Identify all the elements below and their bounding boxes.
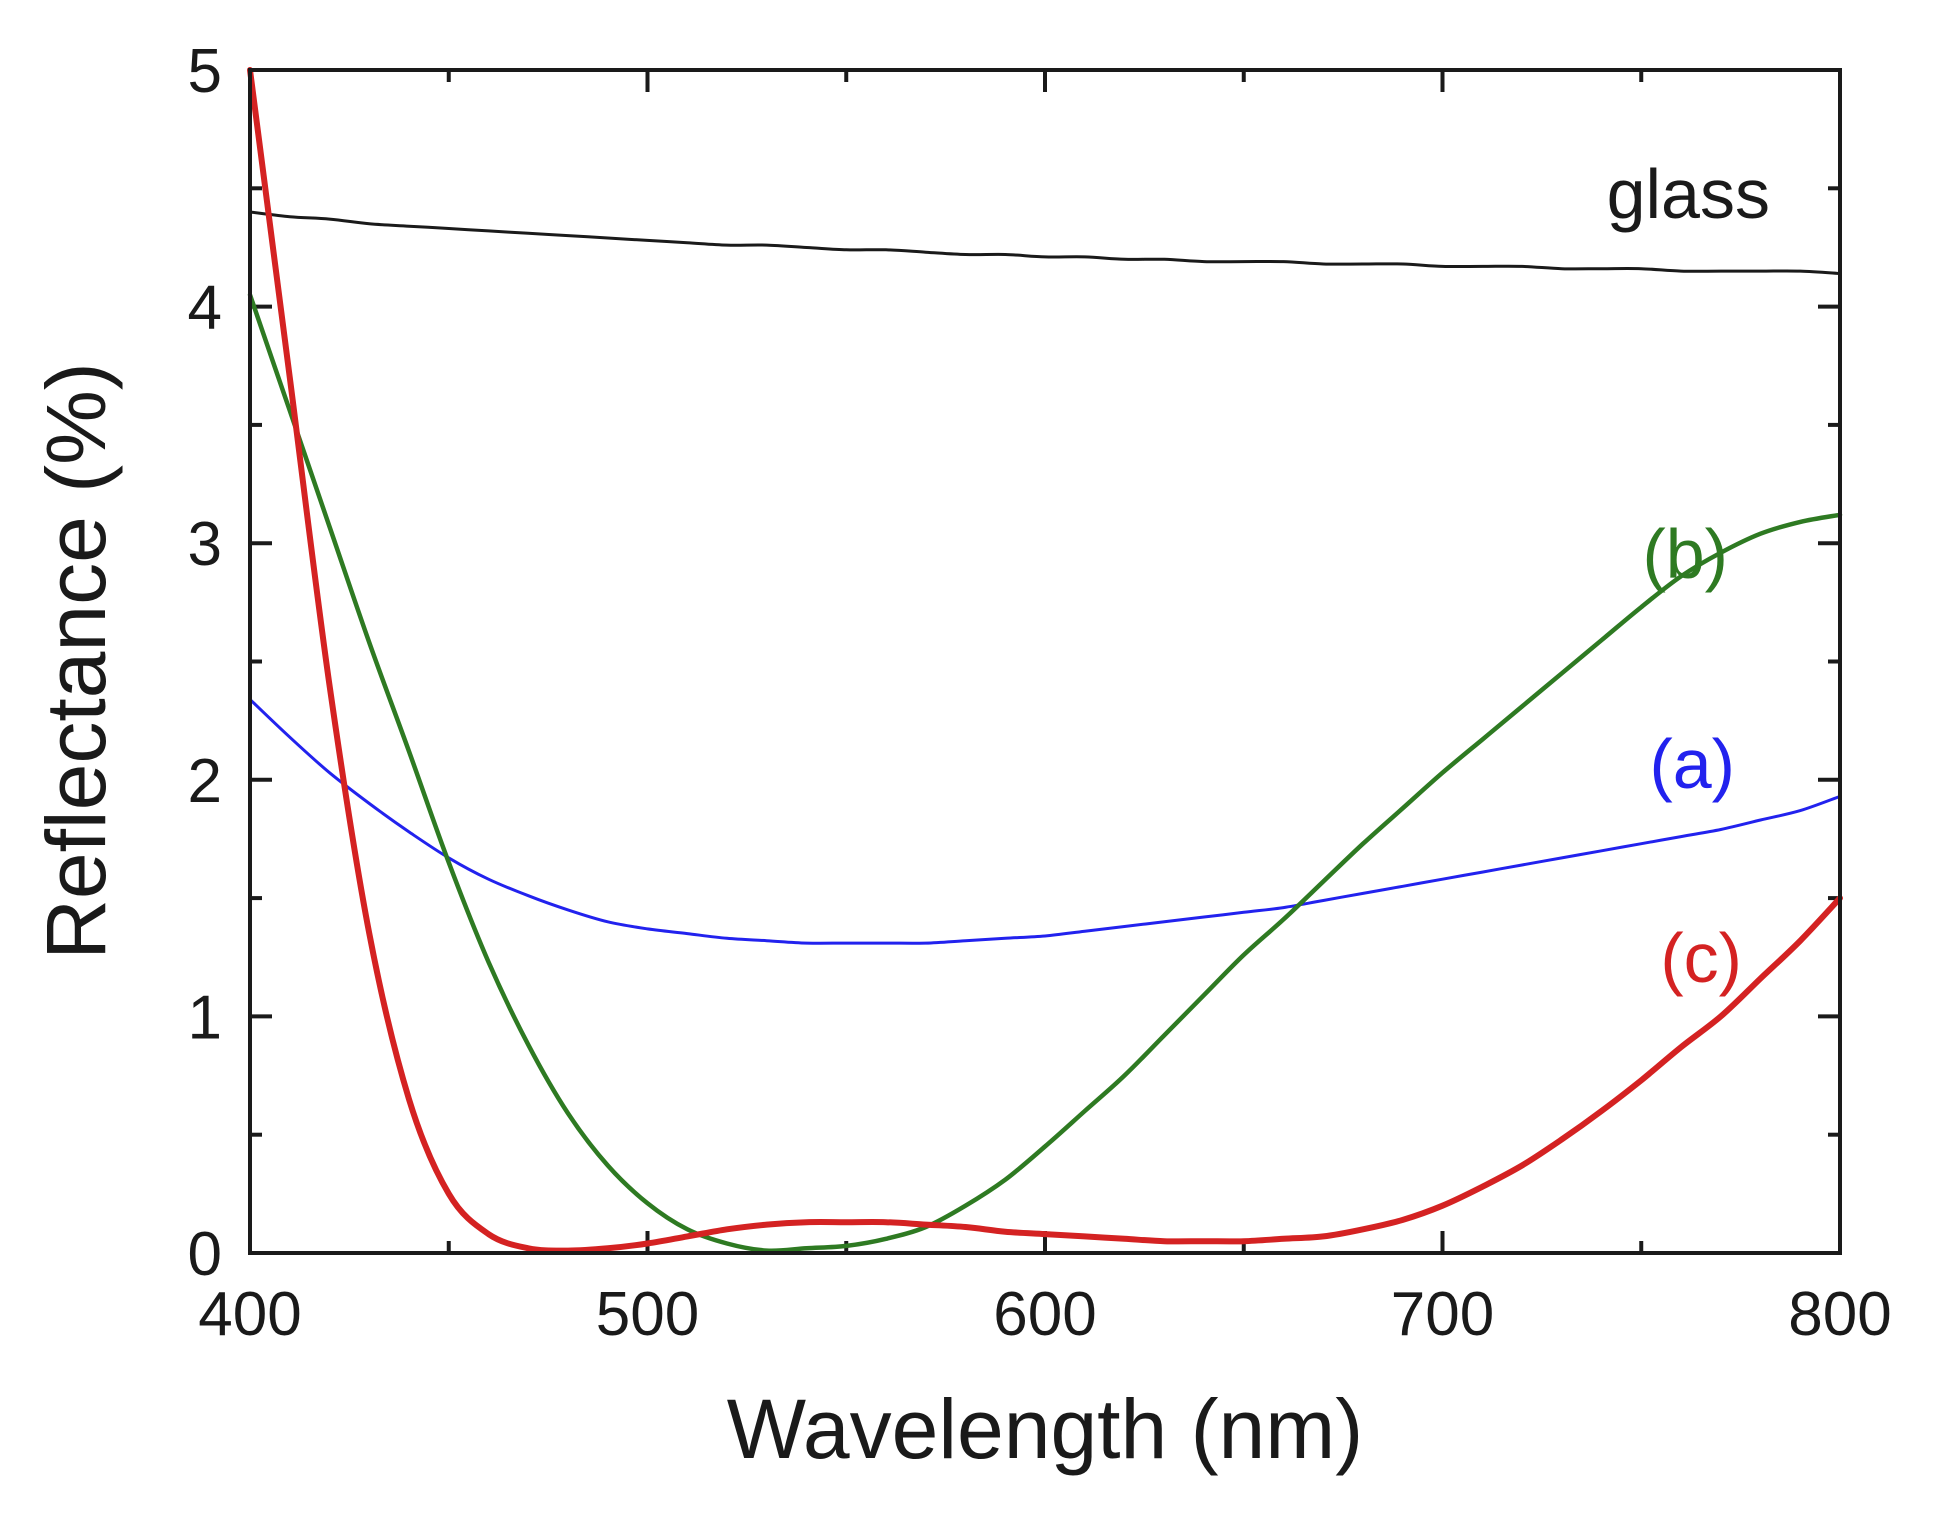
y-tick-label: 0 xyxy=(188,1220,222,1289)
y-tick-label: 1 xyxy=(188,983,222,1052)
series-label-c: (c) xyxy=(1660,919,1742,997)
plot-frame xyxy=(248,68,1842,1255)
x-tick-label: 700 xyxy=(1391,1280,1494,1349)
y-tick-label: 3 xyxy=(188,510,222,579)
series-line-b xyxy=(247,292,1843,1254)
x-tick-label: 600 xyxy=(993,1280,1096,1349)
series-line-glass xyxy=(248,210,1842,275)
series-line-a xyxy=(248,697,1842,945)
series-lines xyxy=(247,67,1843,1254)
y-tick-label: 2 xyxy=(188,747,222,816)
tick-labels: 400 500 600 700 800 0 1 2 3 4 5 xyxy=(188,37,1892,1349)
x-tick-label: 800 xyxy=(1788,1280,1891,1349)
x-tick-label: 500 xyxy=(596,1280,699,1349)
series-label-a: (a) xyxy=(1649,725,1735,803)
y-axis-title: Reflectance (%) xyxy=(29,362,123,960)
y-tick-label: 5 xyxy=(188,37,222,106)
series-label-glass: glass xyxy=(1607,155,1770,233)
series-line-c xyxy=(247,67,1843,1254)
series-label-b: (b) xyxy=(1642,515,1728,593)
y-tick-label: 4 xyxy=(188,274,222,343)
x-tick-label: 400 xyxy=(198,1280,301,1349)
x-axis-title: Wavelength (nm) xyxy=(727,1382,1363,1476)
series-labels: glass (b) (a) (c) xyxy=(1607,155,1770,997)
